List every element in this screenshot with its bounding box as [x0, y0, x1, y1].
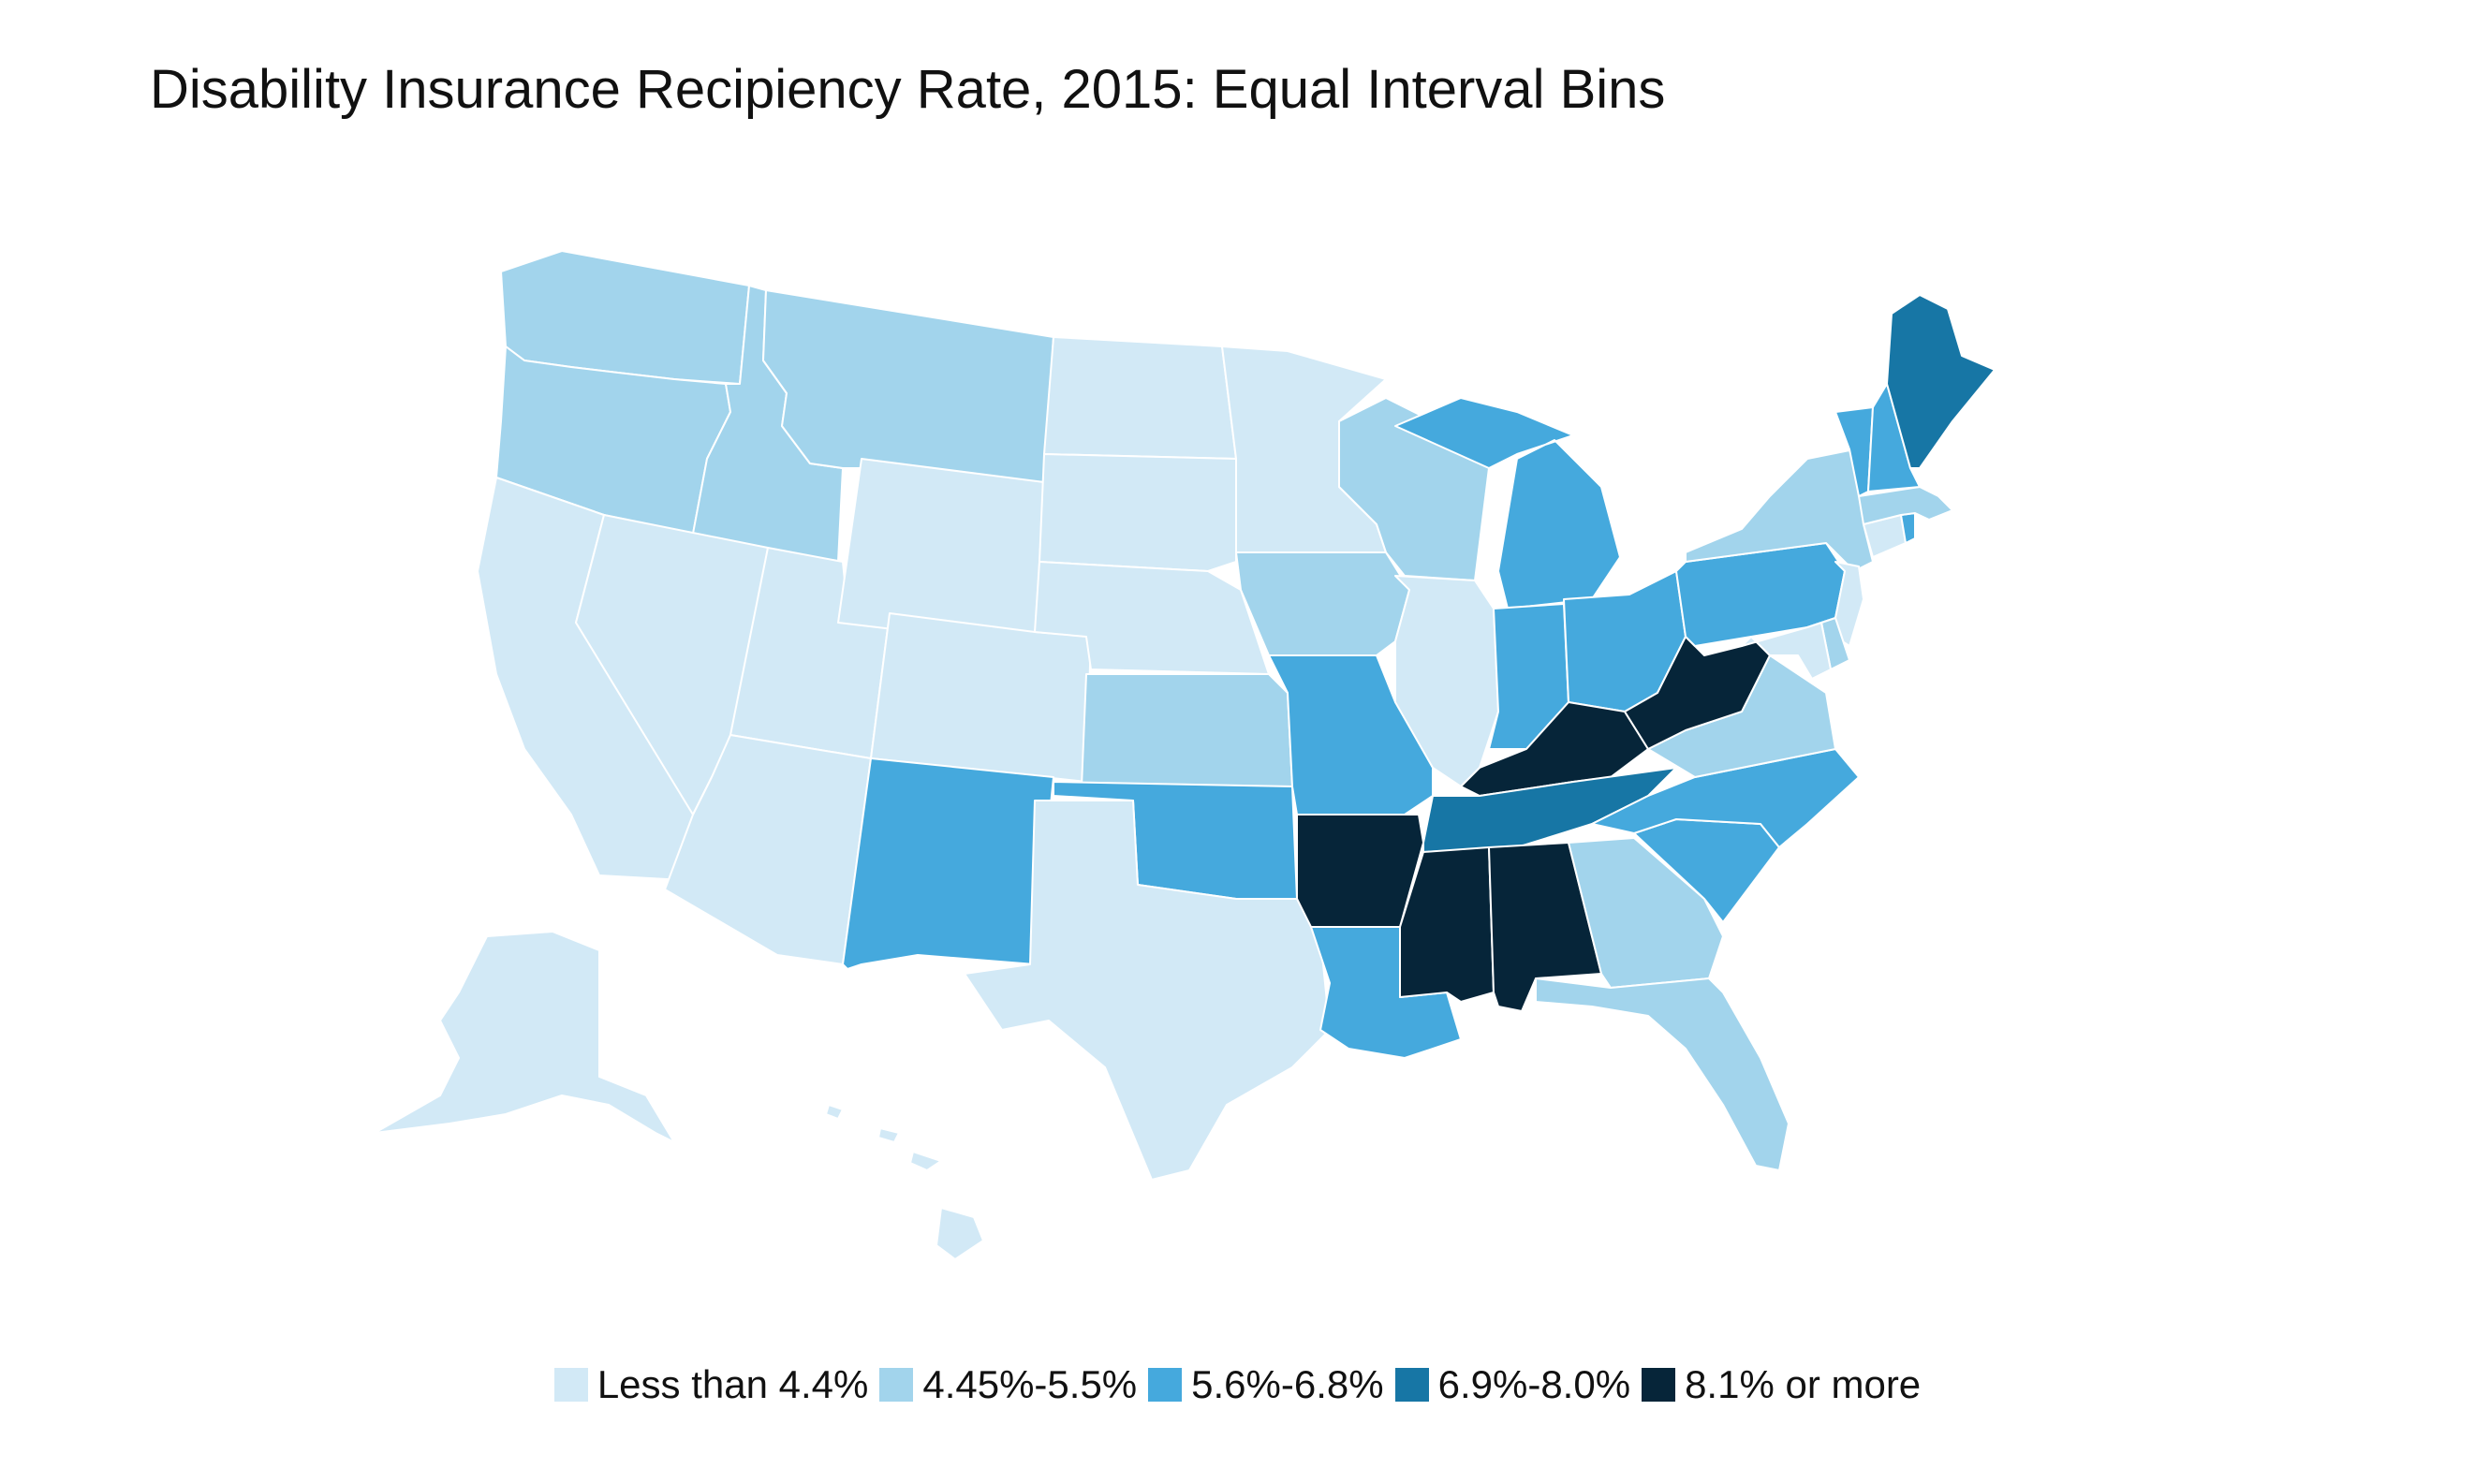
legend-label: 5.6%-6.8%: [1191, 1362, 1384, 1406]
legend-label: 8.1% or more: [1685, 1362, 1922, 1406]
state-colorado[interactable]: [870, 612, 1092, 783]
legend-swatch: [879, 1368, 914, 1402]
legend-label: 6.9%-8.0%: [1437, 1362, 1631, 1406]
legend-item: Less than 4.4%: [553, 1362, 869, 1407]
state-georgia[interactable]: [1568, 837, 1724, 989]
state-alaska[interactable]: [374, 931, 675, 1143]
legend-swatch: [1148, 1368, 1183, 1402]
state-michigan[interactable]: [1394, 397, 1621, 610]
state-maryland[interactable]: [1741, 622, 1832, 680]
state-kansas[interactable]: [1081, 673, 1293, 787]
legend-swatch: [553, 1368, 588, 1402]
state-massachusetts[interactable]: [1858, 486, 1953, 525]
state-new-mexico[interactable]: [842, 757, 1054, 970]
legend-item: 8.1% or more: [1642, 1362, 1921, 1407]
map-title: Disability Insurance Recipiency Rate, 20…: [150, 59, 1666, 120]
state-south-dakota[interactable]: [1039, 453, 1237, 572]
legend-item: 4.45%-5.5%: [879, 1362, 1137, 1407]
state-vermont[interactable]: [1834, 406, 1874, 497]
legend-label: 4.45%-5.5%: [922, 1362, 1138, 1406]
state-iowa[interactable]: [1235, 551, 1410, 656]
state-kentucky[interactable]: [1460, 701, 1649, 797]
state-north-carolina[interactable]: [1591, 748, 1860, 848]
map-legend: Less than 4.4% 4.45%-5.5% 5.6%-6.8% 6.9%-8.…: [0, 1362, 2475, 1407]
legend-label: Less than 4.4%: [597, 1362, 869, 1406]
state-hawaii[interactable]: [825, 1104, 984, 1260]
legend-swatch: [1394, 1368, 1429, 1402]
legend-item: 5.6%-6.8%: [1148, 1362, 1384, 1407]
state-texas[interactable]: [964, 800, 1331, 1181]
legend-swatch: [1642, 1368, 1676, 1402]
state-new-hampshire[interactable]: [1867, 383, 1921, 492]
state-north-dakota[interactable]: [1043, 336, 1237, 460]
state-maine[interactable]: [1886, 294, 1996, 469]
state-wyoming[interactable]: [837, 458, 1045, 647]
state-missouri[interactable]: [1268, 654, 1434, 815]
state-montana[interactable]: [762, 289, 1054, 483]
state-florida[interactable]: [1535, 977, 1790, 1171]
legend-item: 6.9%-8.0%: [1394, 1362, 1631, 1407]
state-nebraska[interactable]: [1034, 561, 1270, 675]
